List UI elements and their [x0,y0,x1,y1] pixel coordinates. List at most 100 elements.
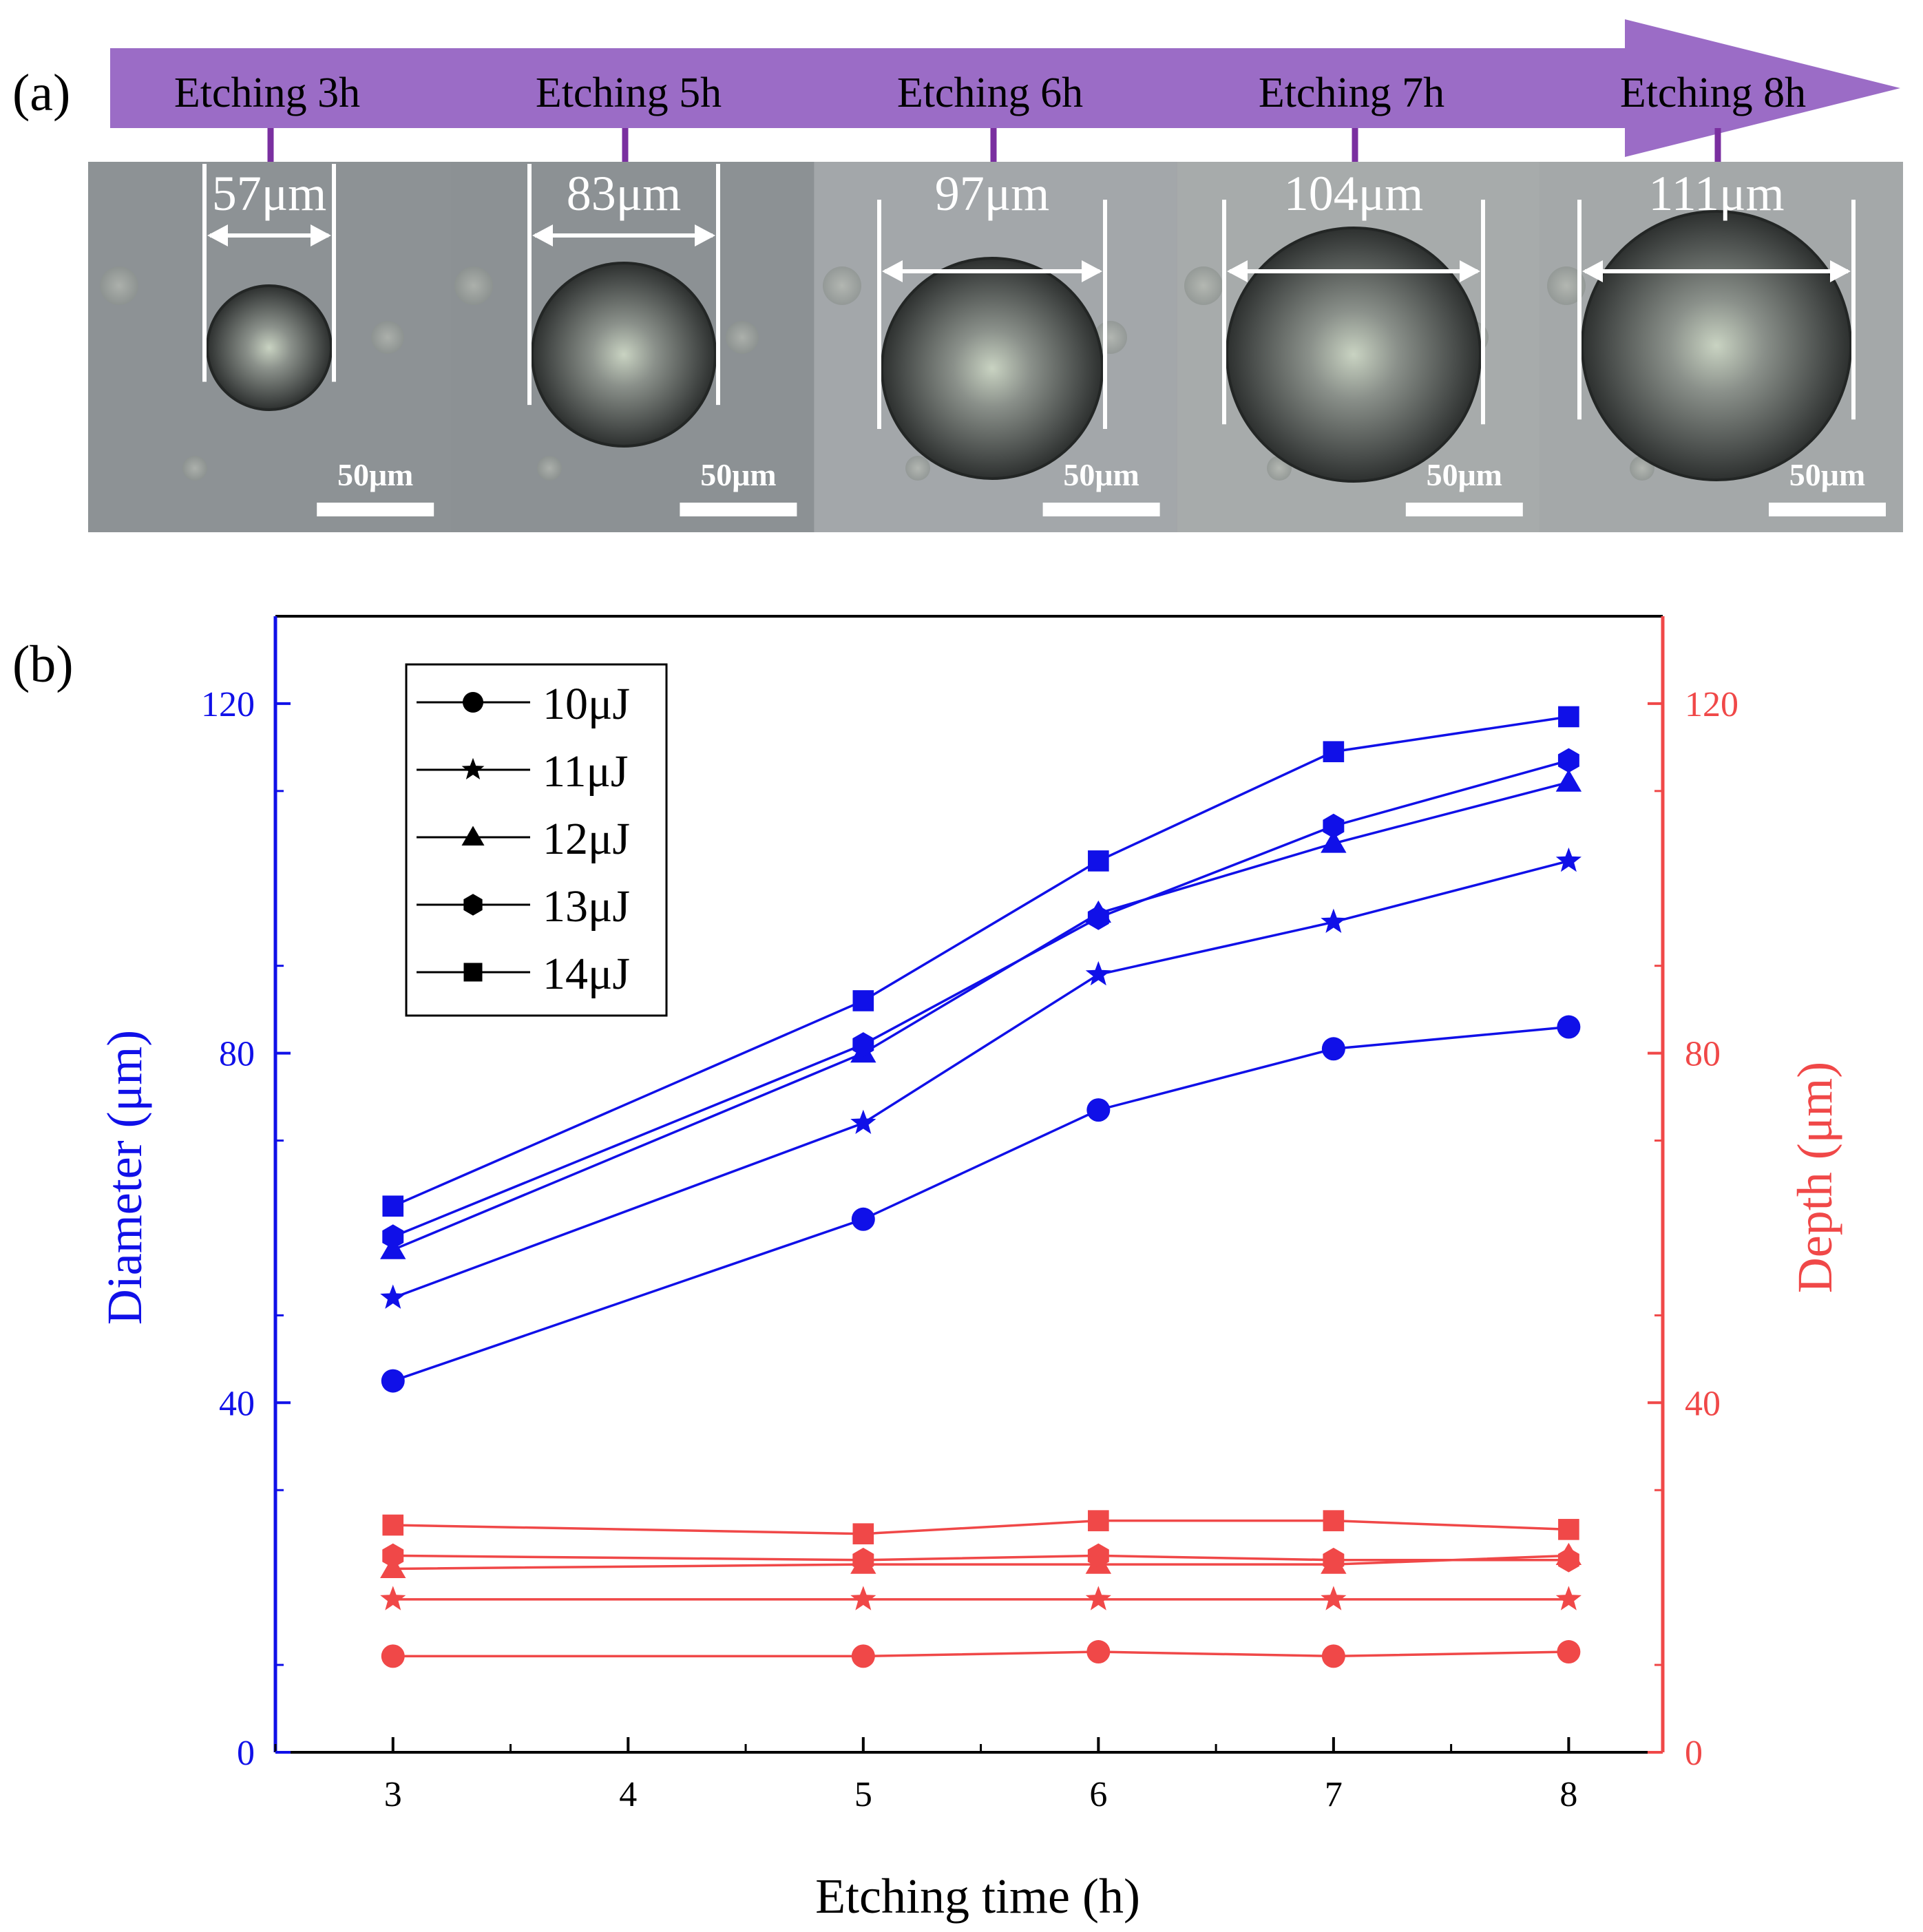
diameter-annotation: 104μm [1222,166,1485,425]
diameter-annotation: 111μm [1577,166,1856,420]
debris-bubble [1184,266,1223,305]
depth-line-hexagon [392,1554,1569,1562]
legend-label: 12μJ [543,814,630,864]
stage-label: Etching 6h [897,70,1083,116]
diameter-point-hexagon [1087,905,1109,930]
depth-point-circle [1086,1640,1111,1664]
diameter-point-hexagon [852,1032,874,1057]
debris-bubble [726,321,759,354]
diameter-point-hexagon [382,1224,404,1250]
depth-point-hexagon [852,1547,874,1573]
y-tick-label-left: 0 [237,1734,255,1773]
debris-bubble [1547,266,1586,305]
depth-point-circle [1321,1644,1345,1668]
diameter-point-star [1085,960,1111,986]
micrograph: 57μm 50μm [88,162,452,532]
scale-bar-label: 50μm [700,457,776,492]
diameter-point-star [1321,908,1347,934]
debris-bubble [905,456,930,481]
diameter-annotation: 83μm [527,164,720,406]
scale-bar-label: 50μm [1427,457,1502,492]
depth-point-square [1088,1510,1109,1531]
legend-item: 11μJ [417,746,629,797]
depth-point-hexagon [1323,1547,1345,1573]
legend: 10μJ 11μJ 12μJ 13μJ 14μJ [405,663,668,1017]
depth-point-hexagon [1557,1547,1579,1573]
y-tick-label-right: 0 [1685,1734,1703,1773]
depth-line-circle [392,1650,1569,1658]
y-tick-label-right: 40 [1685,1384,1721,1423]
etched-hole [881,257,1104,480]
diameter-point-triangle [1321,830,1347,853]
scale-bar-label: 50μm [337,457,413,492]
diameter-point-square [852,990,874,1011]
x-axis-label: Etching time (h) [815,1869,1140,1924]
diameter-point-star [380,1284,406,1309]
y-tick-label-left: 40 [219,1384,255,1423]
debris-bubble [100,266,138,305]
diameter-point-triangle [1555,769,1582,792]
y-tick-label-right: 80 [1685,1035,1721,1074]
timeline-arrow [110,19,1900,157]
diameter-point-square [1558,706,1579,728]
legend-marker-triangle [461,826,485,846]
depth-point-square [1323,1510,1345,1531]
debris-bubble [454,266,493,305]
stage-label: Etching 7h [1259,70,1444,116]
depth-point-star [1085,1586,1111,1610]
diameter-label: 57μm [212,166,327,221]
panel-b-label: (b) [12,636,74,693]
scale-bar [1042,503,1160,516]
scale-bar-label: 50μm [1789,457,1865,492]
diameter-point-circle [851,1207,875,1231]
micrograph: 97μm 50μm [814,162,1177,532]
legend-marker-star [461,757,485,779]
stage-label: Etching 5h [536,70,722,116]
debris-bubble [371,321,404,354]
legend-box [405,663,668,1017]
diameter-point-circle [381,1369,405,1393]
diameter-point-circle [1321,1037,1345,1061]
y-tick-label-right: 120 [1685,685,1738,724]
diameter-point-square [382,1195,404,1217]
etched-hole [1226,227,1482,483]
diameter-label: 83μm [567,166,682,221]
legend-marker-circle [463,692,483,713]
legend-label: 14μJ [543,949,630,999]
diameter-point-circle [1086,1098,1111,1122]
debris-bubble [823,266,861,305]
legend-marker-hexagon [463,894,483,916]
x-tick-label: 4 [619,1775,637,1814]
depth-point-star [380,1586,406,1610]
micrograph: 83μm 50μm [451,162,815,532]
y-axis-label-left: Diameter (μm) [97,1030,152,1325]
micrograph: 104μm 50μm [1177,162,1540,532]
y-axis-label-right: Depth (μm) [1787,1062,1842,1294]
diameter-point-hexagon [1557,748,1579,773]
diameter-point-star [1555,847,1582,872]
micrographs: 57μm 50μm 83μm 50μm 97μm 50μm 104μm 50μm 111μm 50… [88,162,1903,532]
legend-label: 13μJ [543,881,630,932]
etched-hole [206,284,333,411]
diameter-point-square [1323,741,1345,763]
debris-bubble [1094,321,1127,354]
diameter-annotation: 57μm [202,164,336,382]
depth-point-star [1321,1586,1347,1610]
legend-item: 14μJ [417,949,630,999]
x-tick-label: 6 [1089,1775,1107,1814]
legend-item: 13μJ [417,881,630,932]
stage-label: Etching 8h [1620,70,1806,116]
depth-point-circle [851,1644,875,1668]
depth-point-square [1558,1519,1579,1540]
debris-bubble [537,456,562,481]
etched-hole [531,262,717,448]
x-tick-label: 7 [1325,1775,1343,1814]
diameter-label: 111μm [1648,166,1784,221]
etched-hole [1581,210,1852,481]
legend-marker-square [463,963,483,982]
depth-point-circle [1557,1640,1581,1664]
debris-bubble [182,456,207,481]
scale-bar-label: 50μm [1063,457,1139,492]
